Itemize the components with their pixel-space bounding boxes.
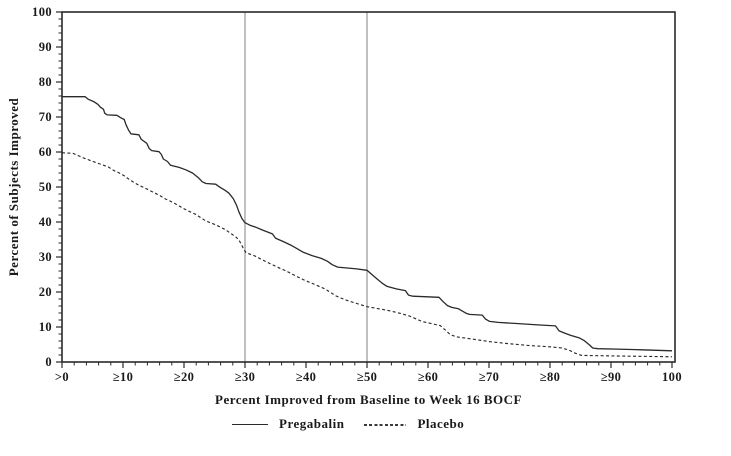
y-tick-label-80: 80 (39, 75, 52, 89)
y-tick-label-70: 70 (39, 110, 52, 124)
x-tick-label-40: ≥40 (296, 370, 317, 384)
x-tick-label-70: ≥70 (479, 370, 500, 384)
y-tick-label-100: 100 (32, 5, 52, 19)
y-tick-label-30: 30 (39, 250, 52, 264)
x-tick-label-80: ≥80 (540, 370, 561, 384)
y-tick-label-50: 50 (39, 180, 52, 194)
y-tick-label-60: 60 (39, 145, 52, 159)
y-tick-label-40: 40 (39, 215, 52, 229)
y-axis-title: Percent of Subjects Improved (6, 97, 21, 277)
legend-label-placebo: Placebo (417, 416, 465, 431)
x-tick-label-10: ≥10 (113, 370, 134, 384)
x-tick-label-20: ≥20 (174, 370, 195, 384)
x-tick-label-0: >0 (55, 370, 69, 384)
x-tick-label-50: ≥50 (357, 370, 378, 384)
x-tick-label-90: ≥90 (601, 370, 622, 384)
y-tick-label-90: 90 (39, 40, 52, 54)
solid-line-swatch (232, 423, 268, 426)
x-tick-label-100: 100 (662, 370, 682, 384)
plot-frame (61, 11, 676, 363)
y-tick-label-20: 20 (39, 285, 52, 299)
x-tick-label-30: ≥30 (235, 370, 256, 384)
curve-pregabalin (62, 96, 673, 352)
curve-placebo (61, 152, 673, 358)
legend-label-pregabalin: Pregabalin (279, 416, 345, 431)
y-tick-label-10: 10 (39, 320, 52, 334)
x-axis-title: Percent Improved from Baseline to Week 1… (215, 392, 522, 407)
x-tick-label-60: ≥60 (418, 370, 439, 384)
dashed-line-swatch (364, 423, 407, 426)
y-tick-label-0: 0 (45, 355, 52, 369)
legend: Pregabalin Placebo (232, 416, 464, 432)
